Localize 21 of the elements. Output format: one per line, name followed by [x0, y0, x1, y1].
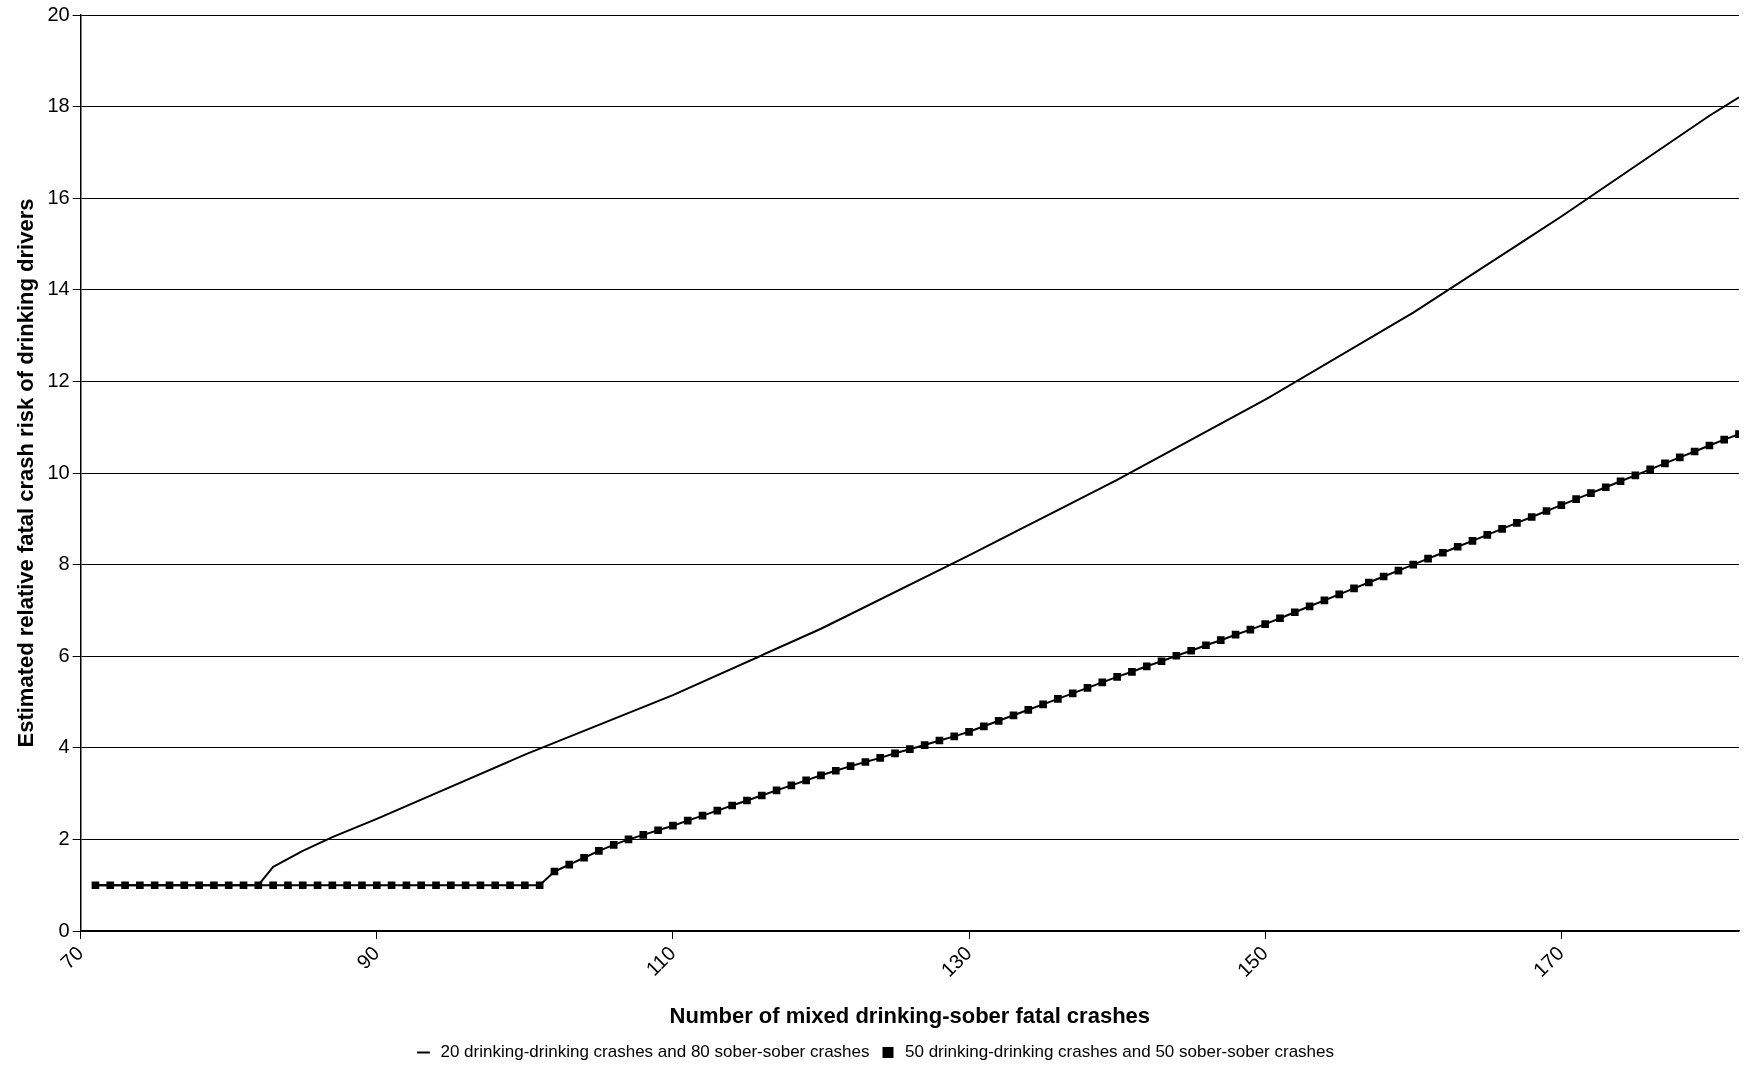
y-tick-label: 2: [58, 826, 70, 849]
y-tick-label: 4: [58, 735, 70, 758]
x-tick-label: 110: [641, 941, 680, 980]
x-tick-label: 170: [1528, 941, 1569, 981]
y-axis-title: Estimated relative fatal crash risk of drinking drivers: [13, 198, 39, 748]
x-tick-label: 70: [56, 941, 88, 973]
legend-label: 50 drinking-drinking crashes and 50 sober-sober crashes: [905, 1042, 1335, 1062]
y-tick-label: 18: [47, 94, 70, 117]
x-tick-label: 130: [936, 941, 976, 981]
y-tick-label: 12: [47, 368, 70, 391]
x-tick-label: 90: [352, 941, 384, 973]
y-tick-label: 6: [58, 643, 70, 666]
y-tick-label: 10: [47, 460, 70, 483]
x-tick-label: 150: [1232, 941, 1272, 981]
y-tick-label: 16: [47, 185, 70, 208]
y-tick-label: 8: [58, 552, 70, 575]
legend-label: 20 drinking-drinking crashes and 80 sober-sober crashes: [440, 1042, 870, 1062]
y-tick-label: 14: [47, 277, 70, 300]
y-tick-label: 20: [47, 2, 70, 25]
y-tick-label: 0: [58, 918, 70, 941]
x-axis-title: Number of mixed drinking-sober fatal crashes: [669, 1002, 1151, 1028]
